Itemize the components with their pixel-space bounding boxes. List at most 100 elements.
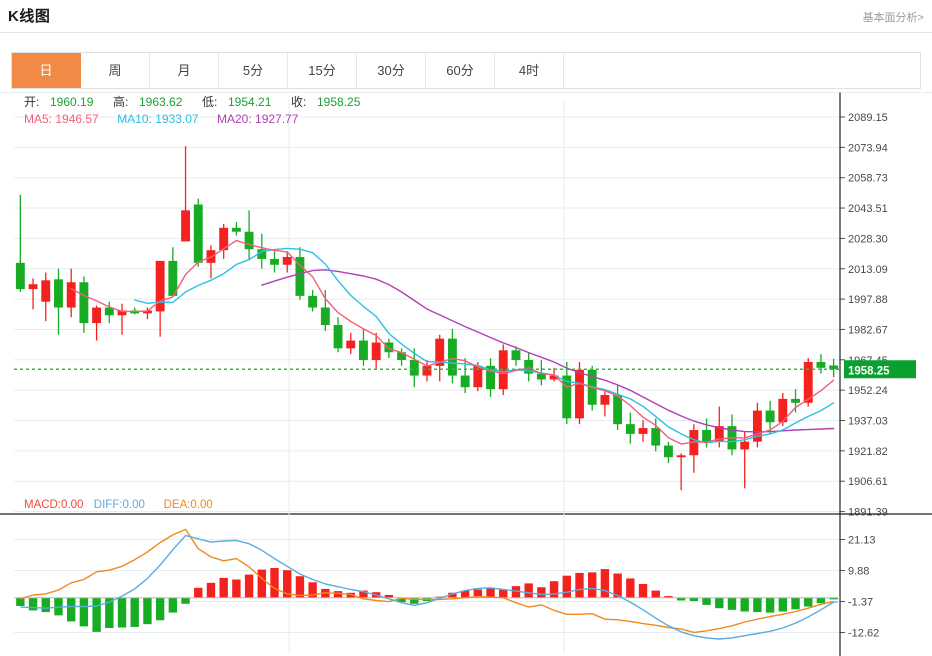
- price-axis-label: 2043.51: [848, 203, 888, 215]
- macd-histogram-bar: [232, 579, 241, 598]
- macd-histogram-bar: [435, 596, 444, 598]
- macd-histogram-bar: [283, 570, 292, 598]
- candle-body: [409, 360, 419, 376]
- macd-axis-label: -12.62: [848, 627, 879, 639]
- candle-body: [257, 249, 267, 259]
- macd-histogram-bar: [778, 597, 788, 612]
- tab-1[interactable]: 周: [81, 53, 150, 88]
- candle-body: [791, 398, 800, 403]
- ma20-line: [261, 269, 835, 433]
- ohlc-close: 1958.25: [317, 95, 361, 109]
- macd-histogram-bar: [410, 597, 419, 604]
- macd-histogram-bar: [740, 597, 749, 612]
- macd-legend-2: DEA:0.00: [164, 499, 213, 511]
- macd-histogram-bar: [41, 597, 50, 613]
- current-price-badge[interactable]: [844, 360, 916, 379]
- candle-body: [651, 428, 661, 446]
- candle-body: [562, 375, 572, 419]
- candle-body: [536, 373, 546, 380]
- ohlc-open: 1960.19: [50, 95, 94, 109]
- candle-body: [384, 342, 394, 353]
- tab-3[interactable]: 5分: [219, 53, 288, 88]
- candle-body: [435, 338, 445, 366]
- candle-body: [460, 375, 470, 388]
- candle-body: [244, 231, 254, 250]
- candle-body: [28, 284, 38, 290]
- candle-body: [714, 426, 724, 442]
- candle-body: [765, 410, 775, 423]
- macd-histogram-bar: [257, 569, 266, 598]
- macd-histogram-bar: [829, 597, 838, 600]
- price-axis-label: 2028.30: [848, 233, 888, 245]
- macd-histogram-bar: [448, 592, 457, 598]
- candle-body: [104, 307, 114, 316]
- candle-body: [600, 395, 610, 405]
- price-axis-label: 1997.88: [848, 294, 888, 306]
- price-axis-label: 1952.24: [848, 385, 888, 397]
- macd-histogram-bar: [689, 597, 699, 602]
- macd-histogram-bar: [600, 569, 610, 598]
- candle-body: [308, 295, 318, 308]
- macd-histogram-bar: [194, 587, 203, 598]
- tab-2[interactable]: 月: [150, 53, 219, 88]
- fundamental-analysis-link[interactable]: 基本面分析>: [862, 12, 924, 24]
- macd-histogram-bar: [613, 573, 622, 598]
- tab-4[interactable]: 15分: [288, 53, 357, 88]
- macd-histogram-bar: [295, 576, 305, 598]
- candle-body: [663, 445, 673, 458]
- macd-legend-0: MACD:0.00: [24, 499, 83, 511]
- price-axis-label: 1921.82: [848, 446, 888, 458]
- page-header: K线图 基本面分析>: [0, 0, 932, 33]
- ohlc-low_label: 低:: [202, 95, 217, 109]
- macd-axis-label: 9.88: [848, 566, 869, 578]
- tab-0[interactable]: 日: [12, 53, 81, 88]
- macd-histogram-bar: [511, 586, 521, 598]
- candle-body: [803, 361, 813, 403]
- candle-body: [54, 279, 63, 308]
- ma-legend-0: MA5: 1946.57: [24, 112, 99, 126]
- candle-body: [15, 262, 25, 290]
- ma5-line: [70, 239, 835, 445]
- candle-body: [79, 282, 89, 324]
- price-axis-label: 2058.73: [848, 173, 888, 185]
- macd-histogram-bar: [588, 572, 597, 598]
- macd-histogram-bar: [664, 596, 673, 598]
- candle-body: [829, 365, 839, 370]
- macd-histogram-bar: [702, 597, 711, 605]
- candle-body: [473, 365, 483, 388]
- price-axis-label: 1906.61: [848, 476, 888, 488]
- diff-line: [20, 534, 834, 640]
- macd-histogram-bar: [524, 583, 533, 598]
- price-axis-label: 2073.94: [848, 142, 888, 154]
- macd-histogram-bar: [28, 597, 38, 611]
- candle-body: [422, 365, 432, 376]
- candle-body: [549, 375, 559, 380]
- macd-histogram-bar: [753, 597, 762, 613]
- candle-body: [66, 282, 76, 308]
- macd-histogram-bar: [473, 589, 483, 598]
- macd-histogram-bar: [651, 590, 660, 598]
- current-price-badge-label: 1958.25: [848, 365, 890, 377]
- candle-body: [371, 342, 381, 361]
- candle-body: [142, 310, 152, 314]
- kline-chart-svg[interactable]: 2089.15 2073.94 2058.73 2043.51 2028.30 2013.…: [0, 92, 932, 656]
- macd-histogram-bar: [460, 590, 470, 598]
- macd-histogram-bar: [791, 597, 800, 610]
- macd-histogram-bar: [219, 577, 228, 598]
- tab-7[interactable]: 4时: [495, 53, 564, 88]
- macd-histogram-bar: [804, 597, 813, 607]
- macd-histogram-bar: [143, 597, 152, 625]
- tab-5[interactable]: 30分: [357, 53, 426, 88]
- chart-area[interactable]: 2089.15 2073.94 2058.73 2043.51 2028.30 2013.…: [0, 92, 932, 656]
- macd-histogram-bar: [155, 597, 165, 621]
- period-tab-bar: 日周月 5分 15分 30分 60分 4时: [11, 52, 921, 89]
- macd-histogram-bar: [66, 597, 76, 622]
- ohlc-high: 1963.62: [139, 95, 183, 109]
- tab-6[interactable]: 60分: [426, 53, 495, 88]
- macd-histogram-bar: [359, 590, 368, 598]
- candle-body: [676, 455, 686, 458]
- candle-body: [359, 340, 368, 361]
- page-title: K线图: [8, 8, 51, 25]
- candle-body: [295, 256, 305, 296]
